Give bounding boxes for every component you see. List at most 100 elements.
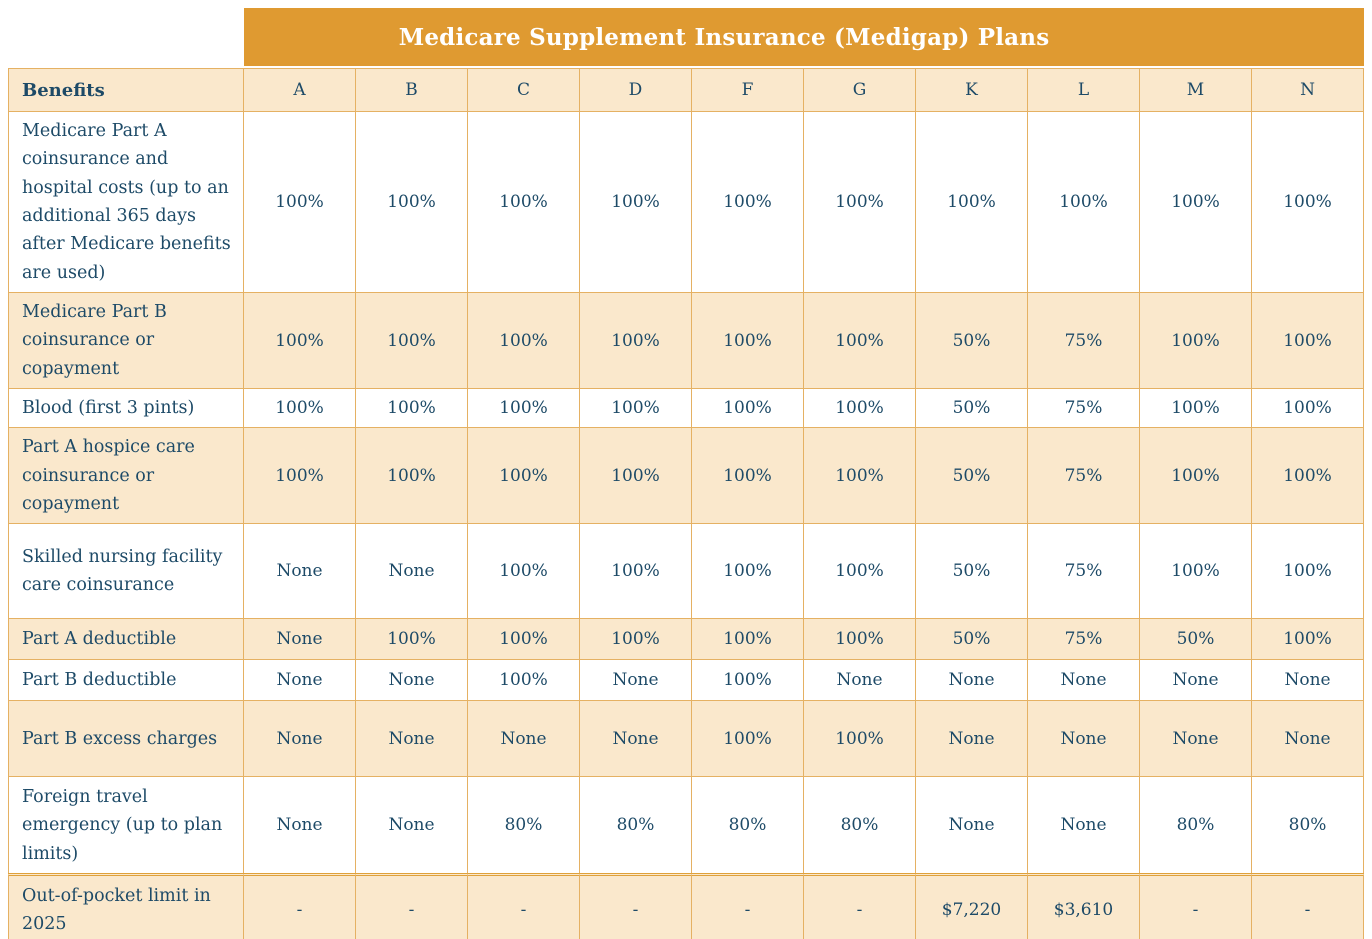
plan-value-cell-b: 100% — [356, 293, 468, 390]
plan-value-cell-n: 100% — [1252, 293, 1365, 390]
plan-value-cell-a: 100% — [244, 112, 356, 294]
plan-value-cell-c: 100% — [468, 112, 580, 294]
table-row: Part B deductible None None 100% None 100% Non… — [8, 660, 1365, 702]
benefit-label: Medicare Part A coinsurance and hospital… — [8, 112, 244, 294]
table-row: Skilled nursing facility care coinsuranc… — [8, 524, 1365, 620]
plan-value-cell-b: 100% — [356, 389, 468, 429]
plan-value-cell-d: 100% — [580, 524, 692, 620]
plan-value-cell-m: 100% — [1140, 389, 1252, 429]
plan-value-cell-l: 100% — [1028, 112, 1140, 294]
plan-value-cell-k: $7,220 — [916, 873, 1028, 939]
plan-value-cell-c: 100% — [468, 293, 580, 390]
plan-value-cell-c: 100% — [468, 524, 580, 620]
table-row: Medicare Part B coinsurance or copayment… — [8, 293, 1365, 390]
plan-value-cell-d: None — [580, 701, 692, 778]
plan-value-cell-f: 100% — [692, 428, 804, 525]
plan-value-cell-m: 100% — [1140, 293, 1252, 390]
plan-value-cell-g: 100% — [804, 293, 916, 390]
plan-value-cell-k: None — [916, 660, 1028, 702]
plan-value-cell-l: 75% — [1028, 389, 1140, 429]
plan-value-cell-d: None — [580, 660, 692, 702]
plan-value-cell-f: 100% — [692, 524, 804, 620]
plan-value-cell-d: - — [580, 873, 692, 939]
plan-value-cell-f: 100% — [692, 389, 804, 429]
plan-value-cell-k: 50% — [916, 524, 1028, 620]
plan-value-cell-d: 80% — [580, 777, 692, 874]
plan-value-cell-f: 100% — [692, 619, 804, 661]
plan-value-cell-l: 75% — [1028, 428, 1140, 525]
plan-column-header-f: F — [692, 68, 804, 112]
benefit-label: Out-of-pocket limit in 2025 — [8, 873, 244, 939]
table-row: Foreign travel emergency (up to plan lim… — [8, 777, 1365, 874]
plan-value-cell-m: 100% — [1140, 428, 1252, 525]
plan-column-header-g: G — [804, 68, 916, 112]
plan-column-header-k: K — [916, 68, 1028, 112]
plan-value-cell-n: None — [1252, 701, 1365, 778]
plan-value-cell-n: 100% — [1252, 619, 1365, 661]
plan-value-cell-a: None — [244, 524, 356, 620]
plan-value-cell-k: None — [916, 701, 1028, 778]
plan-value-cell-c: None — [468, 701, 580, 778]
plan-value-cell-d: 100% — [580, 293, 692, 390]
plan-value-cell-n: 100% — [1252, 389, 1365, 429]
plan-value-cell-k: None — [916, 777, 1028, 874]
benefit-label: Part A hospice care coinsurance or copay… — [8, 428, 244, 525]
plan-value-cell-b: - — [356, 873, 468, 939]
benefit-label: Part B excess charges — [8, 701, 244, 778]
plan-value-cell-g: 80% — [804, 777, 916, 874]
benefit-label: Medicare Part B coinsurance or copayment — [8, 293, 244, 390]
plan-value-cell-g: 100% — [804, 112, 916, 294]
table-row: Part A deductible None 100% 100% 100% 100% 100… — [8, 619, 1365, 661]
plan-value-cell-n: 100% — [1252, 524, 1365, 620]
plan-value-cell-l: 75% — [1028, 524, 1140, 620]
plan-value-cell-n: - — [1252, 873, 1365, 939]
banner-spacer — [8, 8, 244, 68]
plan-value-cell-l: None — [1028, 777, 1140, 874]
plan-value-cell-c: 100% — [468, 619, 580, 661]
plan-value-cell-k: 50% — [916, 389, 1028, 429]
plan-value-cell-k: 50% — [916, 293, 1028, 390]
plan-value-cell-b: 100% — [356, 428, 468, 525]
plan-value-cell-k: 100% — [916, 112, 1028, 294]
plan-value-cell-g: None — [804, 660, 916, 702]
table-row: Medicare Part A coinsurance and hospital… — [8, 112, 1365, 294]
plan-value-cell-m: 100% — [1140, 524, 1252, 620]
plan-column-header-a: A — [244, 68, 356, 112]
plan-value-cell-g: 100% — [804, 701, 916, 778]
plan-value-cell-l: None — [1028, 660, 1140, 702]
plan-value-cell-a: None — [244, 660, 356, 702]
plan-value-cell-l: $3,610 — [1028, 873, 1140, 939]
plan-value-cell-b: None — [356, 660, 468, 702]
benefit-label: Part A deductible — [8, 619, 244, 661]
plan-value-cell-l: None — [1028, 701, 1140, 778]
plan-column-header-l: L — [1028, 68, 1140, 112]
plan-value-cell-a: None — [244, 777, 356, 874]
table-title: Medicare Supplement Insurance (Medigap) … — [244, 8, 1365, 68]
benefits-column-header: Benefits — [8, 68, 244, 112]
plan-column-header-d: D — [580, 68, 692, 112]
plan-value-cell-a: 100% — [244, 293, 356, 390]
plan-value-cell-m: 100% — [1140, 112, 1252, 294]
plan-column-header-b: B — [356, 68, 468, 112]
plan-value-cell-g: 100% — [804, 619, 916, 661]
plan-column-header-n: N — [1252, 68, 1365, 112]
medigap-table: Medicare Supplement Insurance (Medigap) … — [8, 8, 1365, 939]
plan-value-cell-f: - — [692, 873, 804, 939]
table-row: Part A hospice care coinsurance or copay… — [8, 428, 1365, 525]
plan-value-cell-c: - — [468, 873, 580, 939]
plan-value-cell-n: None — [1252, 660, 1365, 702]
plan-value-cell-b: 100% — [356, 619, 468, 661]
plan-value-cell-k: 50% — [916, 428, 1028, 525]
plan-value-cell-f: 100% — [692, 112, 804, 294]
plan-value-cell-d: 100% — [580, 112, 692, 294]
plan-column-header-c: C — [468, 68, 580, 112]
benefit-label: Blood (first 3 pints) — [8, 389, 244, 429]
plan-value-cell-f: 80% — [692, 777, 804, 874]
plan-value-cell-k: 50% — [916, 619, 1028, 661]
table-row: Part B excess charges None None None None 100… — [8, 701, 1365, 778]
plan-value-cell-c: 80% — [468, 777, 580, 874]
plan-value-cell-c: 100% — [468, 428, 580, 525]
benefit-label: Foreign travel emergency (up to plan lim… — [8, 777, 244, 874]
plan-value-cell-f: 100% — [692, 660, 804, 702]
